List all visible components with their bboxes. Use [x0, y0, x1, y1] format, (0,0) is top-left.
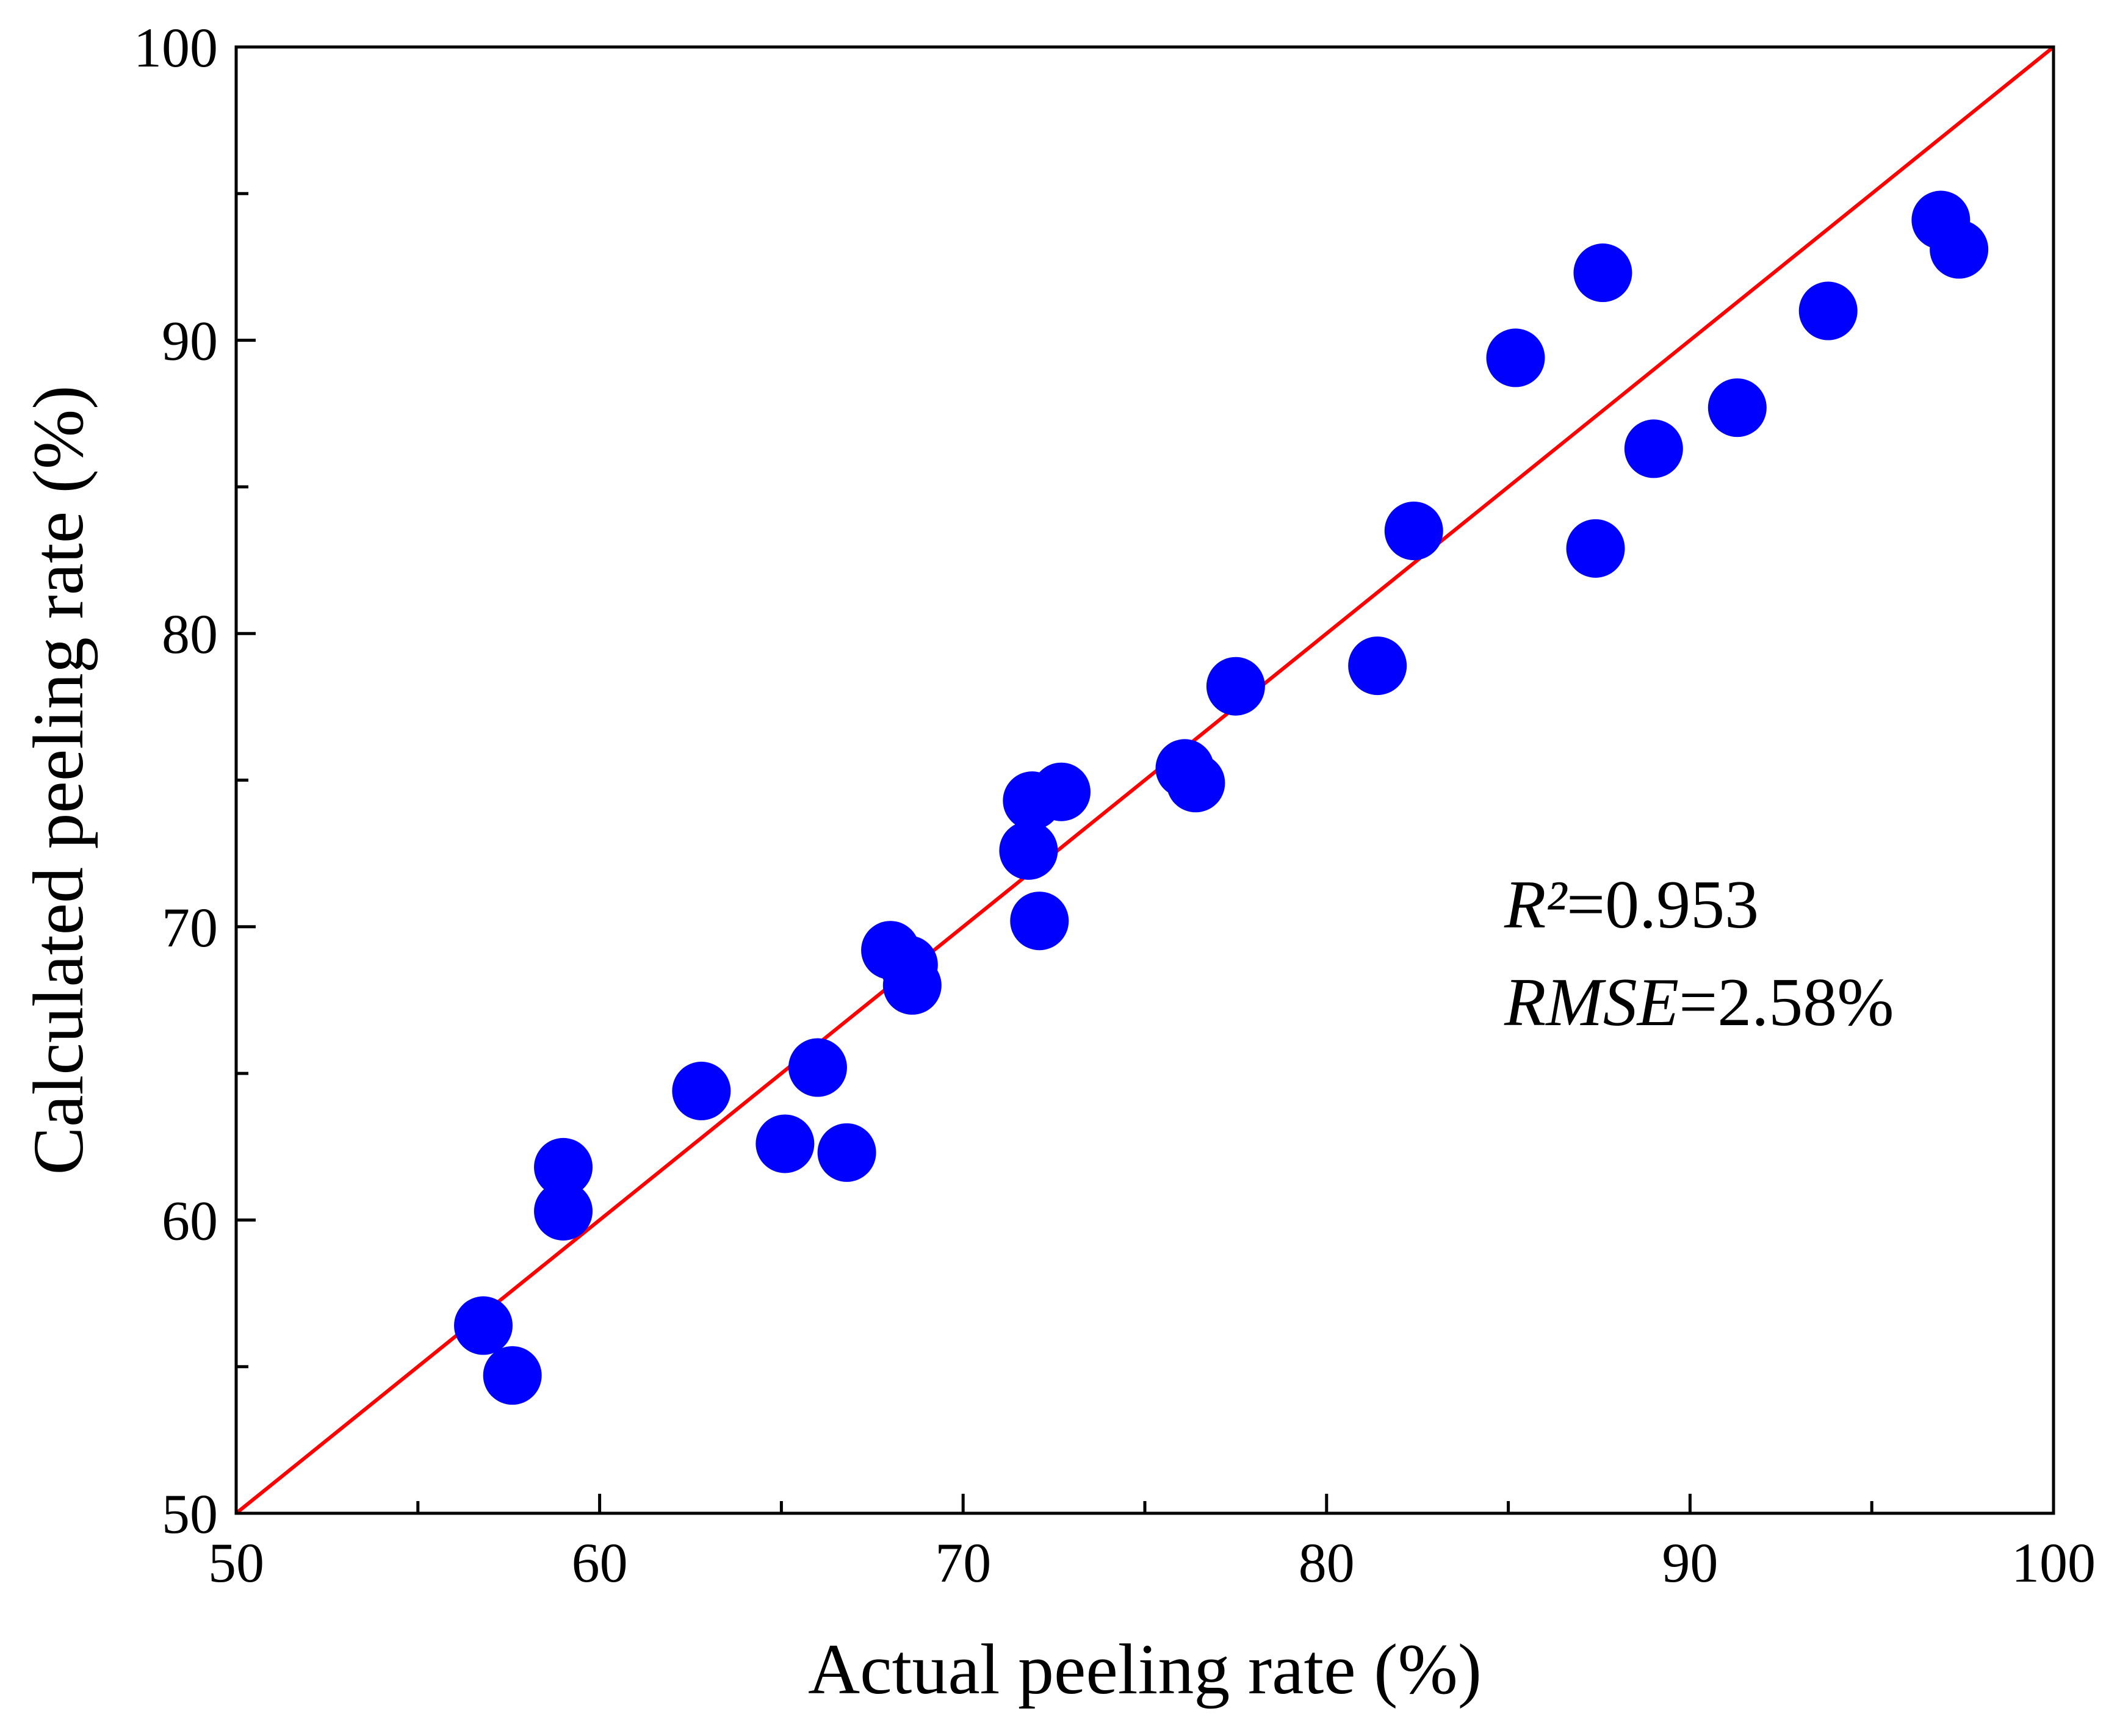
data-point — [1032, 762, 1091, 821]
data-point — [1624, 419, 1683, 478]
data-point — [999, 821, 1058, 880]
data-points — [454, 190, 1989, 1405]
y-tick-label: 50 — [162, 1483, 218, 1545]
reference-line-group — [235, 45, 2055, 1515]
data-point — [1348, 636, 1407, 696]
rmse-variable: RMSE — [1504, 965, 1679, 1040]
data-point — [1566, 519, 1625, 578]
x-tick-label: 100 — [2011, 1532, 2096, 1594]
data-point — [1573, 243, 1632, 303]
data-point — [1166, 754, 1225, 813]
y-tick-label: 60 — [162, 1189, 218, 1252]
data-point — [817, 1123, 876, 1182]
data-point — [1010, 891, 1069, 951]
data-point — [672, 1061, 731, 1120]
annotations: R²=0.953 RMSE=2.58% — [1504, 867, 1894, 1040]
x-tick-label: 50 — [208, 1532, 264, 1594]
rmse-annotation: RMSE=2.58% — [1504, 965, 1894, 1040]
data-point — [1384, 501, 1443, 560]
y-tick-label: 70 — [162, 896, 218, 959]
data-point — [534, 1181, 593, 1241]
y-tick-label: 100 — [134, 16, 218, 79]
plot-frame — [234, 45, 2055, 1515]
x-tick-label: 60 — [572, 1532, 628, 1594]
r2-variable: R² — [1504, 867, 1568, 943]
x-axis-label: Actual peeling rate (%) — [808, 1629, 1482, 1709]
reference-line — [235, 45, 2055, 1515]
data-point — [483, 1346, 542, 1405]
data-point — [1206, 657, 1265, 716]
rmse-value: =2.58% — [1679, 965, 1894, 1040]
r2-value: =0.953 — [1567, 867, 1759, 943]
data-point — [882, 956, 942, 1015]
data-point — [454, 1296, 513, 1355]
y-tick-label: 80 — [162, 603, 218, 665]
x-tick-label: 70 — [935, 1532, 991, 1594]
y-axis-label: Calculated peeling rate (%) — [18, 385, 98, 1175]
x-tick-label: 80 — [1299, 1532, 1355, 1594]
y-tick-label: 90 — [162, 310, 218, 372]
data-point — [755, 1114, 815, 1173]
r2-annotation: R²=0.953 — [1504, 867, 1759, 943]
data-point — [1708, 378, 1767, 438]
data-point — [1486, 328, 1545, 387]
x-tick-label: 90 — [1662, 1532, 1718, 1594]
data-point — [534, 1137, 593, 1197]
tick-labels: 50 60 70 80 90 100 50 60 70 80 90 100 — [134, 16, 2096, 1594]
data-point — [788, 1038, 847, 1097]
data-point — [1798, 281, 1858, 340]
data-point — [1930, 220, 1989, 279]
